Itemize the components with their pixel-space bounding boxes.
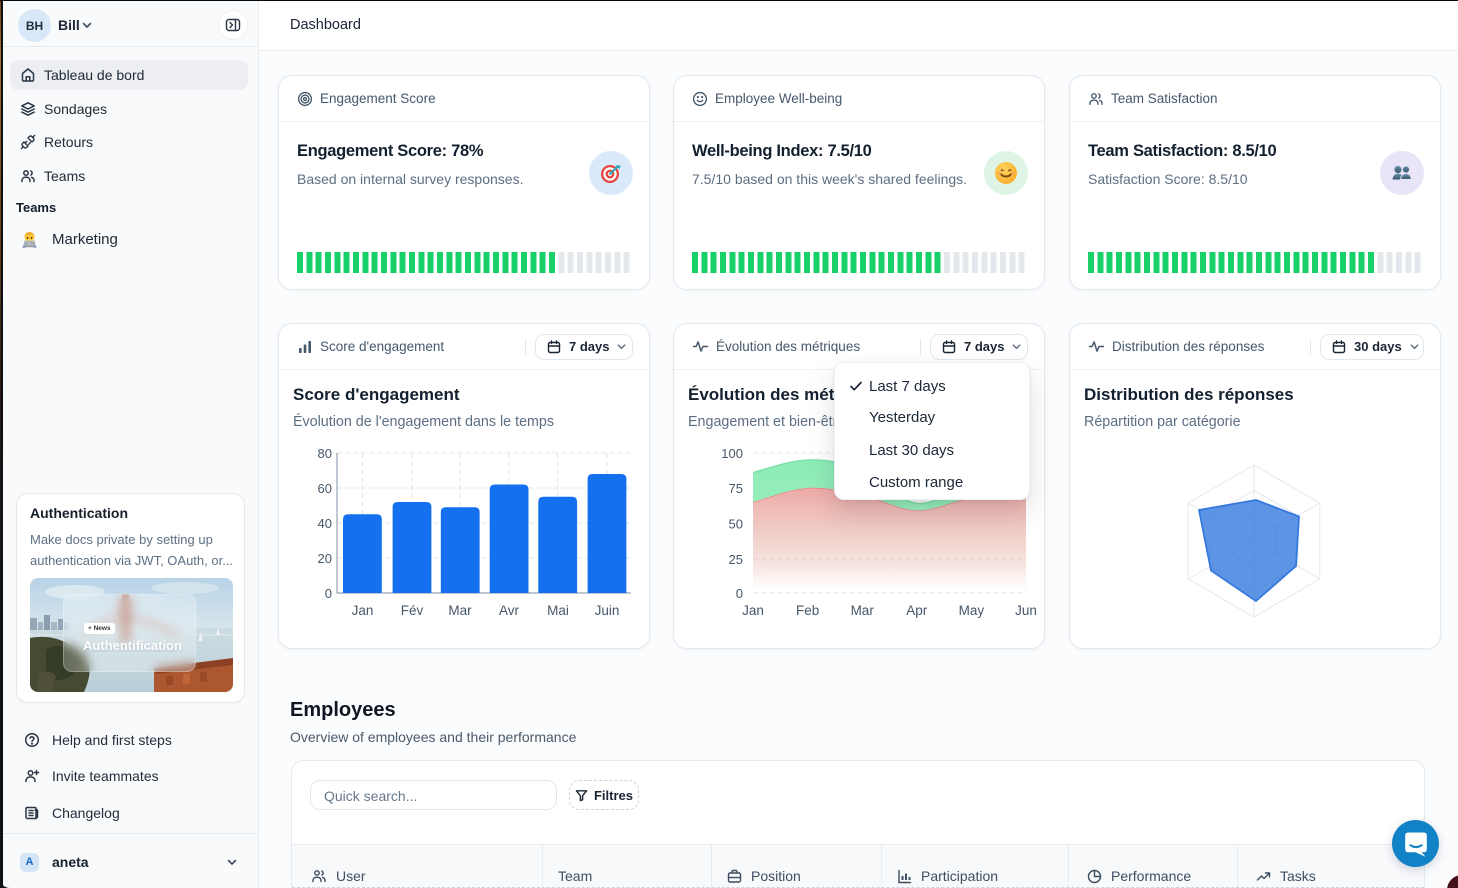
svg-text:80: 80 (318, 446, 332, 461)
svg-text:0: 0 (736, 586, 743, 601)
svg-text:75: 75 (729, 481, 743, 496)
svg-text:100: 100 (721, 446, 743, 461)
svg-text:Fév: Fév (401, 603, 424, 618)
svg-text:Apr: Apr (906, 603, 928, 618)
svg-text:Jun: Jun (1015, 603, 1037, 618)
svg-text:Jan: Jan (742, 603, 764, 618)
svg-text:40: 40 (318, 516, 332, 531)
svg-text:Mar: Mar (448, 603, 472, 618)
svg-text:25: 25 (729, 552, 743, 567)
svg-text:May: May (959, 603, 985, 618)
svg-text:20: 20 (318, 551, 332, 566)
svg-text:Mar: Mar (851, 603, 875, 618)
svg-text:Avr: Avr (499, 603, 520, 618)
svg-text:Feb: Feb (796, 603, 819, 618)
svg-text:Jan: Jan (352, 603, 374, 618)
svg-text:Mai: Mai (547, 603, 569, 618)
svg-text:Juin: Juin (595, 603, 620, 618)
svg-text:60: 60 (318, 481, 332, 496)
svg-text:0: 0 (325, 586, 332, 601)
svg-text:50: 50 (729, 517, 743, 532)
